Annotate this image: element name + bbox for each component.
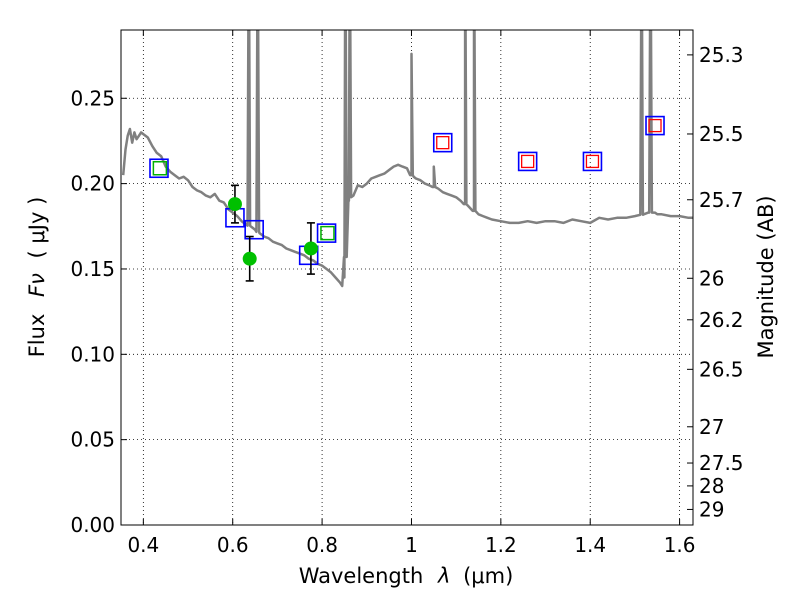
x-tick-label: 0.8: [306, 533, 338, 557]
model-flux-square: [517, 151, 538, 172]
y2-tick-label: 25.5: [699, 122, 744, 146]
x-tick-label: 1.6: [664, 533, 696, 557]
y-tick-label: 0.10: [70, 342, 115, 366]
y-axis-label: Flux Fν ( μJy ): [25, 197, 49, 358]
observed-point: [303, 241, 318, 256]
model-spectrum-line: [121, 30, 693, 288]
y-tick-label: 0.00: [70, 513, 115, 537]
y2-axis-label: Magnitude (AB): [754, 195, 778, 358]
y2-tick-label: 26: [699, 266, 724, 290]
x-axis-label-unit: (μm): [463, 564, 513, 588]
plot-area: [121, 30, 693, 525]
y2-tick-label: 26.2: [699, 308, 744, 332]
y-axis-ticks: 0.00 0.05 0.10 0.15 0.20 0.25: [70, 86, 127, 537]
y2-tick-label: 25.3: [699, 43, 744, 67]
model-flux-square: [316, 223, 337, 243]
observed-square: [152, 161, 168, 176]
x-tick-label: 1.2: [485, 533, 517, 557]
y-axis-label-symbol: Fν: [25, 273, 49, 297]
y2-tick-label: 29: [699, 497, 724, 521]
y-tick-label: 0.05: [70, 428, 115, 452]
y-axis-label-unit: ( μJy ): [25, 197, 49, 259]
upper-limit-markers: [436, 118, 662, 169]
upper-limit-square: [521, 154, 535, 169]
model-flux-square: [582, 151, 603, 172]
x-axis-label-symbol: λ: [437, 564, 450, 588]
x-axis-ticks: 0.4 0.6 0.8 1 1.2 1.4 1.6: [127, 30, 696, 557]
observed-square: [320, 225, 335, 241]
model-flux-square: [149, 158, 169, 179]
model-flux-square: [432, 132, 453, 153]
y2-tick-label: 27.5: [699, 451, 744, 475]
y-tick-label: 0.15: [70, 257, 115, 281]
y2-tick-label: 26.5: [699, 357, 744, 381]
observed-point: [242, 251, 257, 266]
model-flux-square: [645, 115, 665, 136]
y-tick-label: 0.25: [70, 86, 115, 110]
upper-limit-square: [648, 118, 662, 133]
y-axis-label-text: Flux: [25, 314, 49, 358]
upper-limit-square: [436, 136, 450, 150]
model-flux-square: [244, 219, 264, 240]
observed-square-markers: [152, 161, 335, 241]
y2-tick-label: 27: [699, 415, 724, 439]
x-axis-label-text: Wavelength: [299, 564, 424, 588]
x-axis-label: Wavelength λ (μm): [299, 564, 514, 588]
x-tick-label: 0.6: [217, 533, 249, 557]
y2-tick-label: 28: [699, 474, 724, 498]
x-tick-label: 0.4: [127, 533, 159, 557]
upper-limit-square: [585, 154, 600, 169]
y-tick-label: 0.20: [70, 172, 115, 196]
observed-flux-markers: [227, 197, 318, 266]
observed-point: [227, 197, 242, 212]
plot-frame: [120, 29, 694, 526]
y2-tick-label: 25.7: [699, 188, 744, 212]
x-tick-label: 1: [405, 533, 418, 557]
x-tick-label: 1.4: [574, 533, 606, 557]
